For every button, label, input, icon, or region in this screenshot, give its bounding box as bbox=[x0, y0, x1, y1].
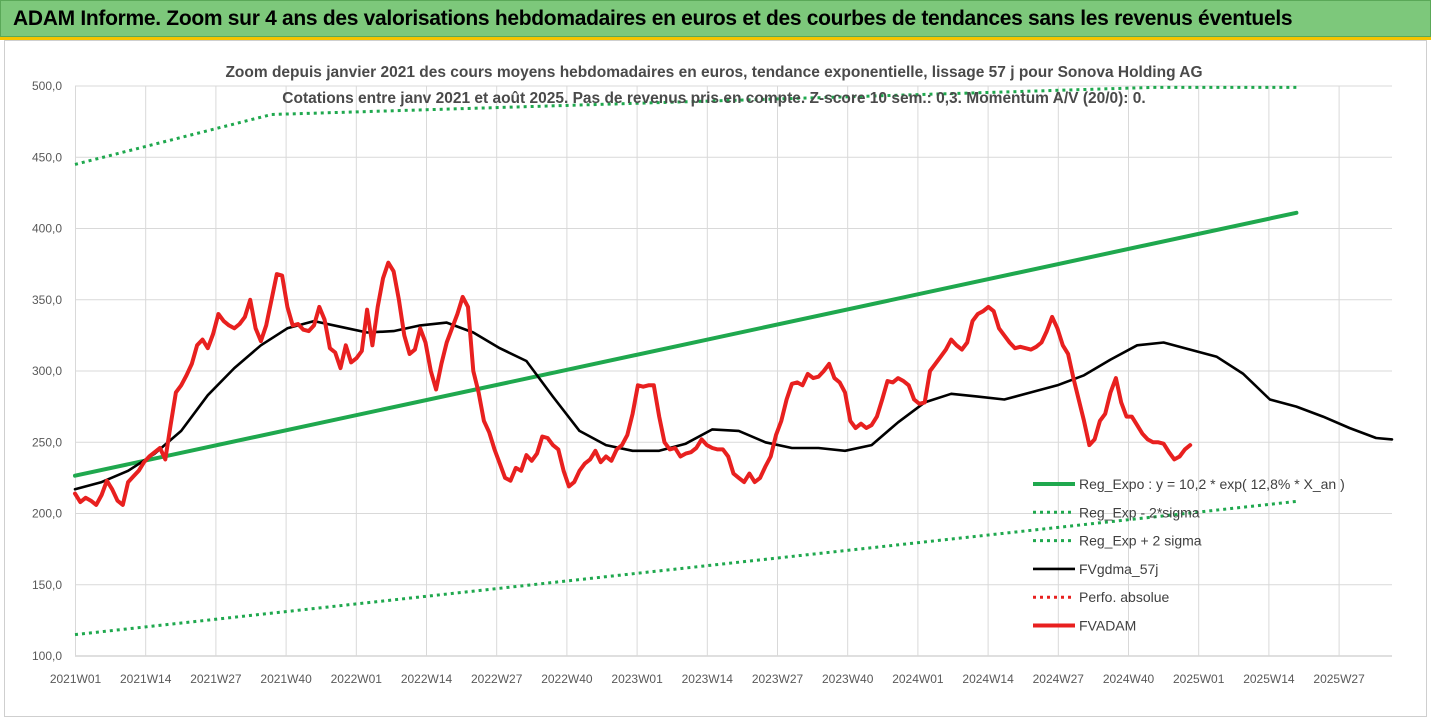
x-tick-label: 2023W40 bbox=[822, 672, 874, 686]
x-tick-label: 2022W40 bbox=[541, 672, 593, 686]
y-tick-label: 350,0 bbox=[32, 293, 62, 307]
x-tick-label: 2024W27 bbox=[1033, 672, 1085, 686]
grid-lines bbox=[75, 85, 1392, 657]
x-tick-label: 2025W01 bbox=[1173, 672, 1225, 686]
x-axis-ticks: 2021W01 2021W14 2021W27 2021W40 2022W01 2022W… bbox=[50, 672, 1365, 686]
x-tick-label: 2023W14 bbox=[682, 672, 734, 686]
y-tick-label: 500,0 bbox=[32, 79, 62, 93]
series-line-3 bbox=[73, 319, 1394, 491]
report-title: ADAM Informe. Zoom sur 4 ans des valoris… bbox=[13, 7, 1293, 30]
x-tick-label: 2021W01 bbox=[50, 672, 102, 686]
legend-label-2: Reg_Exp + 2 sigma bbox=[1079, 533, 1202, 549]
chart-frame bbox=[4, 40, 1427, 717]
x-tick-label: 2021W40 bbox=[260, 672, 312, 686]
x-tick-label: 2024W01 bbox=[892, 672, 944, 686]
x-tick-label: 2023W01 bbox=[611, 672, 663, 686]
x-tick-label: 2024W14 bbox=[962, 672, 1014, 686]
report-header: ADAM Informe. Zoom sur 4 ans des valoris… bbox=[0, 0, 1431, 37]
legend-label-0: Reg_Expo : y = 10,2 * exp( 12,8% * X_an … bbox=[1079, 476, 1345, 492]
y-tick-label: 300,0 bbox=[32, 364, 62, 378]
legend-label-1: Reg_Exp - 2*sigma bbox=[1079, 504, 1200, 520]
y-tick-label: 100,0 bbox=[32, 649, 62, 663]
y-tick-label: 150,0 bbox=[32, 578, 62, 592]
x-tick-label: 2022W27 bbox=[471, 672, 523, 686]
x-tick-label: 2023W27 bbox=[752, 672, 804, 686]
legend-label-3: FVgdma_57j bbox=[1079, 561, 1158, 577]
x-tick-label: 2025W14 bbox=[1243, 672, 1295, 686]
series-line-5 bbox=[73, 260, 1193, 507]
legend: Reg_Expo : y = 10,2 * exp( 12,8% * X_an … bbox=[1033, 476, 1345, 634]
x-tick-label: 2022W14 bbox=[401, 672, 453, 686]
x-tick-label: 2021W27 bbox=[190, 672, 242, 686]
x-tick-label: 2025W27 bbox=[1313, 672, 1365, 686]
y-axis-ticks: 100,0 150,0 200,0 250,0 300,0 350,0 400,0 450,0… bbox=[32, 79, 62, 663]
chart-title: Zoom depuis janvier 2021 des cours moyen… bbox=[225, 64, 1202, 81]
legend-label-5: FVADAM bbox=[1079, 618, 1136, 634]
series-lines bbox=[73, 85, 1394, 637]
legend-label-4: Perfo. absolue bbox=[1079, 589, 1169, 605]
x-tick-label: 2021W14 bbox=[120, 672, 172, 686]
series-line-0 bbox=[73, 210, 1299, 478]
y-tick-label: 250,0 bbox=[32, 435, 62, 449]
header-underline bbox=[0, 37, 1431, 40]
series-line-1 bbox=[74, 499, 1297, 637]
x-tick-label: 2024W40 bbox=[1103, 672, 1155, 686]
y-tick-label: 200,0 bbox=[32, 507, 62, 521]
y-tick-label: 400,0 bbox=[32, 222, 62, 236]
series-line-2 bbox=[74, 85, 1297, 166]
y-tick-label: 450,0 bbox=[32, 150, 62, 164]
x-tick-label: 2022W01 bbox=[331, 672, 383, 686]
chart-subtitle: Cotations entre janv 2021 et août 2025. … bbox=[282, 90, 1145, 107]
